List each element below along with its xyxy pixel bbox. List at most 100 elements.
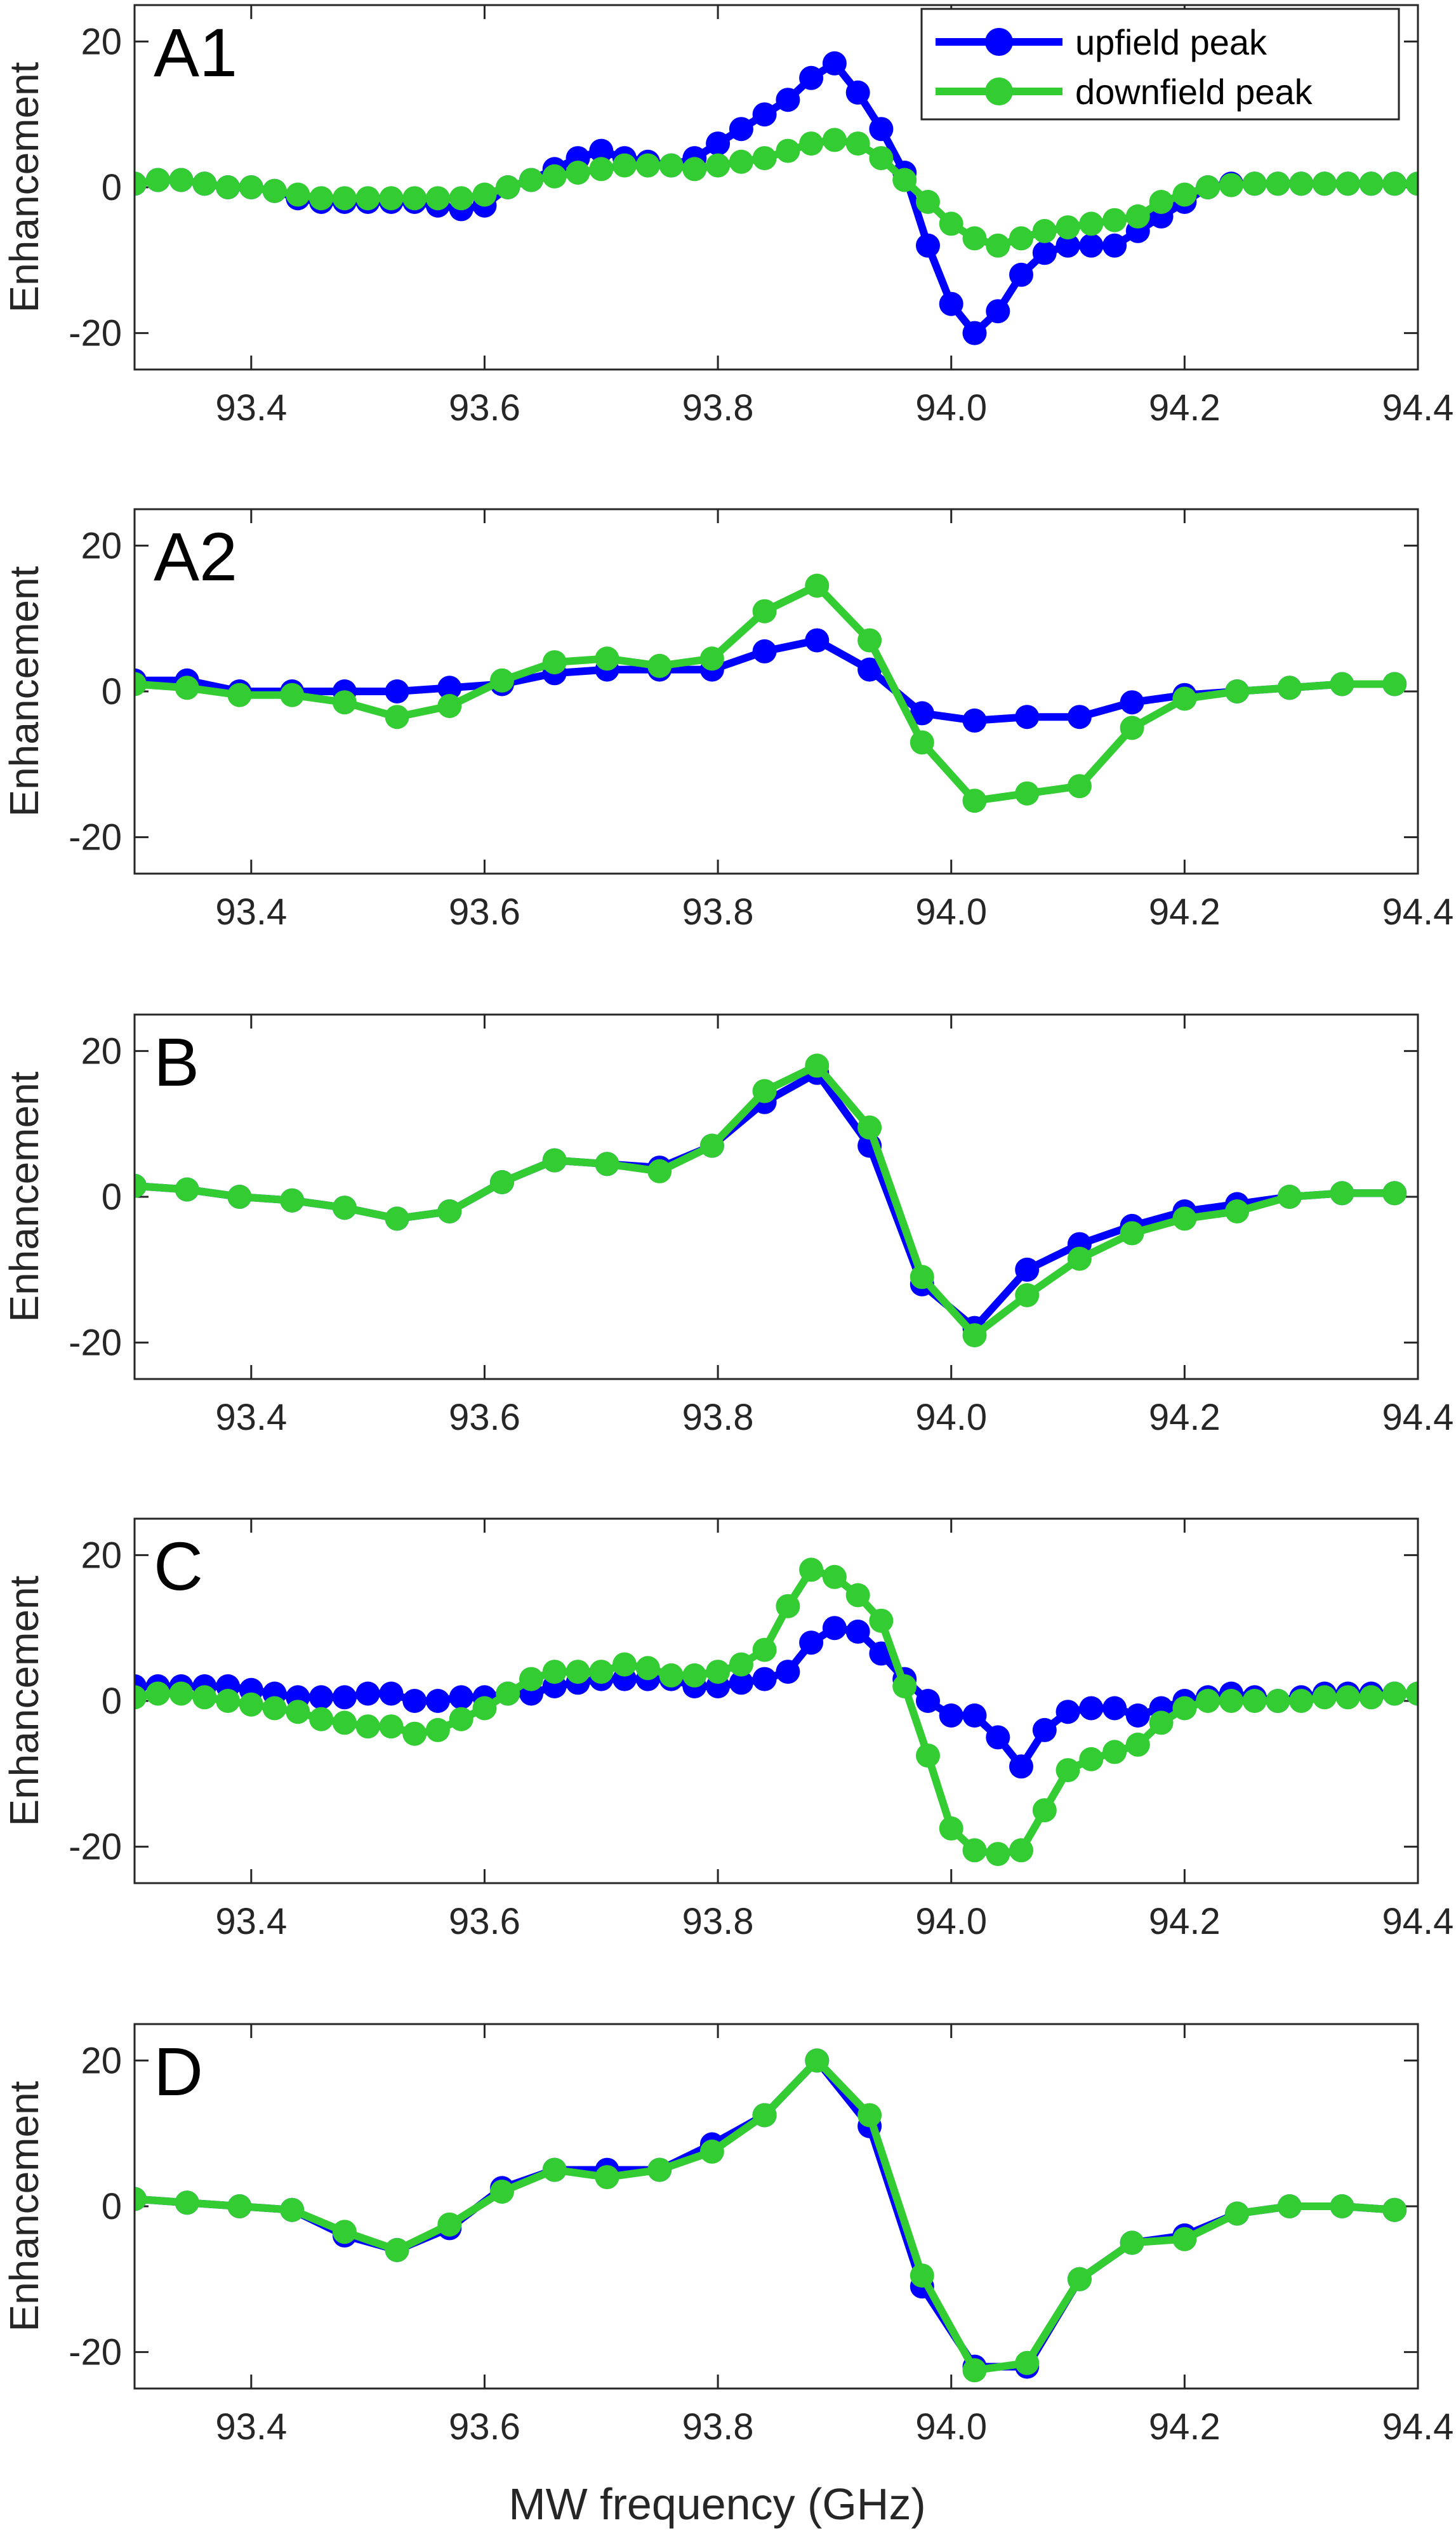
- data-point-downfield-peak: [1120, 1221, 1144, 1246]
- data-point-downfield-peak: [1102, 1740, 1127, 1764]
- data-point-downfield-peak: [822, 128, 847, 152]
- y-tick-label: 20: [81, 2040, 122, 2081]
- data-point-downfield-peak: [799, 1557, 824, 1582]
- data-point-downfield-peak: [1289, 1689, 1314, 1713]
- data-point-downfield-peak: [805, 1053, 830, 1078]
- data-point-downfield-peak: [1125, 1732, 1150, 1757]
- data-point-downfield-peak: [385, 1206, 409, 1231]
- data-point-downfield-peak: [595, 2165, 619, 2190]
- data-point-downfield-peak: [402, 186, 427, 211]
- x-tick-label: 94.4: [1382, 387, 1454, 429]
- data-point-upfield-peak: [1032, 241, 1057, 265]
- data-point-downfield-peak: [542, 1660, 567, 1684]
- data-point-downfield-peak: [857, 1115, 882, 1140]
- data-point-upfield-peak: [1102, 1696, 1127, 1721]
- data-point-downfield-peak: [1120, 716, 1144, 740]
- legend-marker-downfield-peak: [985, 77, 1013, 105]
- data-point-downfield-peak: [309, 1707, 334, 1731]
- data-point-downfield-peak: [379, 1714, 404, 1739]
- data-point-downfield-peak: [635, 1656, 660, 1681]
- y-tick-label: 20: [81, 21, 122, 62]
- data-point-downfield-peak: [647, 653, 672, 678]
- axes-frame: [133, 1013, 1419, 1380]
- data-point-downfield-peak: [192, 171, 217, 196]
- data-point-downfield-peak: [589, 1660, 614, 1684]
- x-tick-label: 93.4: [215, 891, 287, 933]
- panel-label: A1: [154, 14, 237, 91]
- data-point-downfield-peak: [706, 153, 731, 178]
- data-point-downfield-peak: [542, 2157, 567, 2182]
- data-point-upfield-peak: [1009, 1754, 1033, 1779]
- x-tick-label: 94.2: [1149, 1901, 1221, 1942]
- data-point-upfield-peak: [309, 1685, 334, 1710]
- data-point-upfield-peak: [449, 1685, 473, 1710]
- data-point-upfield-peak: [822, 51, 847, 76]
- data-point-upfield-peak: [1015, 705, 1040, 730]
- data-point-upfield-peak: [706, 131, 731, 156]
- data-point-downfield-peak: [1330, 1181, 1354, 1206]
- data-point-upfield-peak: [379, 1681, 404, 1706]
- data-point-downfield-peak: [682, 1663, 707, 1688]
- y-tick-label: -20: [69, 313, 122, 354]
- data-point-downfield-peak: [595, 1152, 619, 1176]
- data-point-downfield-peak: [472, 1696, 497, 1721]
- data-point-downfield-peak: [437, 694, 462, 718]
- x-tick-label: 93.6: [449, 1901, 520, 1942]
- data-point-upfield-peak: [729, 1670, 753, 1695]
- data-point-upfield-peak: [799, 65, 824, 90]
- plot-area: [135, 1053, 1407, 1348]
- data-point-downfield-peak: [1079, 1747, 1104, 1771]
- data-point-upfield-peak: [1067, 705, 1092, 730]
- data-point-downfield-peak: [612, 1652, 637, 1677]
- data-point-downfield-peak: [239, 1692, 263, 1717]
- data-point-downfield-peak: [1009, 1838, 1033, 1863]
- data-point-upfield-peak: [1125, 1703, 1150, 1728]
- data-point-downfield-peak: [227, 2194, 252, 2218]
- data-point-downfield-peak: [916, 190, 940, 214]
- data-point-downfield-peak: [1067, 2267, 1092, 2291]
- data-point-downfield-peak: [496, 1681, 520, 1706]
- data-point-downfield-peak: [1225, 2201, 1250, 2226]
- data-point-downfield-peak: [425, 186, 450, 211]
- x-tick-label: 94.2: [1149, 2406, 1221, 2448]
- data-point-upfield-peak: [1056, 1700, 1080, 1724]
- data-point-downfield-peak: [355, 186, 380, 211]
- data-point-upfield-peak: [1079, 1696, 1104, 1721]
- panel-b: 20 0 -20 93.4 93.6 93.8 94.0 94.2 94.4 Enhancemen…: [1, 1013, 1453, 1438]
- data-point-upfield-peak: [916, 1689, 940, 1713]
- data-point-downfield-peak: [135, 1173, 147, 1198]
- x-tick-label: 94.0: [915, 2406, 987, 2448]
- data-point-downfield-peak: [437, 2212, 462, 2237]
- data-point-upfield-peak: [1015, 1257, 1040, 1282]
- data-point-downfield-peak: [135, 2187, 147, 2211]
- panel-label: A2: [154, 518, 237, 595]
- data-point-downfield-peak: [805, 2048, 830, 2073]
- data-point-downfield-peak: [286, 182, 310, 207]
- data-point-downfield-peak: [309, 186, 334, 211]
- data-point-upfield-peak: [805, 628, 830, 653]
- data-point-downfield-peak: [1172, 1696, 1197, 1721]
- data-point-downfield-peak: [355, 1714, 380, 1739]
- data-point-downfield-peak: [1120, 2230, 1144, 2255]
- data-point-downfield-peak: [1312, 1685, 1337, 1710]
- data-point-downfield-peak: [1172, 2227, 1197, 2251]
- data-point-downfield-peak: [519, 1667, 543, 1691]
- data-point-downfield-peak: [1172, 1206, 1197, 1231]
- data-point-downfield-peak: [175, 1177, 199, 1202]
- data-point-upfield-peak: [962, 321, 987, 345]
- y-tick-label: 0: [102, 671, 122, 712]
- data-point-downfield-peak: [425, 1717, 450, 1742]
- data-point-downfield-peak: [1056, 215, 1080, 240]
- y-axis-label: Enhancement: [1, 1575, 47, 1826]
- data-point-downfield-peak: [1172, 182, 1197, 207]
- data-point-downfield-peak: [822, 1564, 847, 1589]
- data-point-downfield-peak: [805, 573, 830, 598]
- data-point-downfield-peak: [1219, 1689, 1243, 1713]
- data-point-upfield-peak: [752, 102, 777, 127]
- y-tick-label: 0: [102, 1176, 122, 1218]
- data-point-upfield-peak: [939, 1703, 963, 1728]
- data-point-downfield-peak: [542, 1148, 567, 1173]
- data-point-downfield-peak: [752, 146, 777, 171]
- y-axis-label: Enhancement: [1, 1071, 47, 1322]
